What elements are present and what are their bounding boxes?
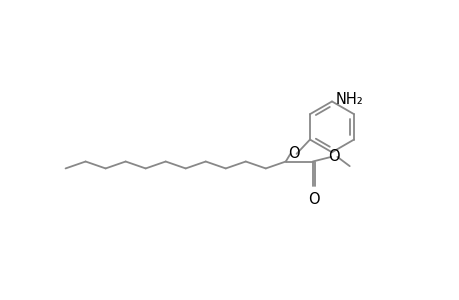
Text: O: O	[287, 146, 299, 161]
Text: O: O	[307, 192, 319, 207]
Text: O: O	[328, 149, 339, 164]
Text: NH₂: NH₂	[335, 92, 363, 107]
